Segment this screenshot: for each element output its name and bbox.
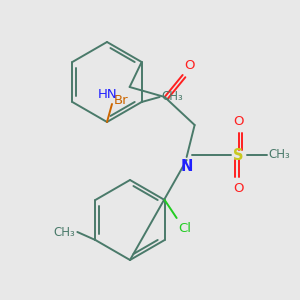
Text: N: N	[181, 159, 193, 174]
Text: HN: HN	[98, 88, 118, 100]
Text: Br: Br	[114, 94, 129, 106]
Text: CH₃: CH₃	[268, 148, 290, 161]
Text: CH₃: CH₃	[54, 226, 75, 238]
Text: O: O	[184, 59, 195, 72]
Text: S: S	[233, 148, 244, 163]
Text: CH₃: CH₃	[162, 91, 183, 103]
Text: O: O	[233, 182, 244, 195]
Text: O: O	[233, 115, 244, 128]
Text: Cl: Cl	[178, 222, 192, 235]
